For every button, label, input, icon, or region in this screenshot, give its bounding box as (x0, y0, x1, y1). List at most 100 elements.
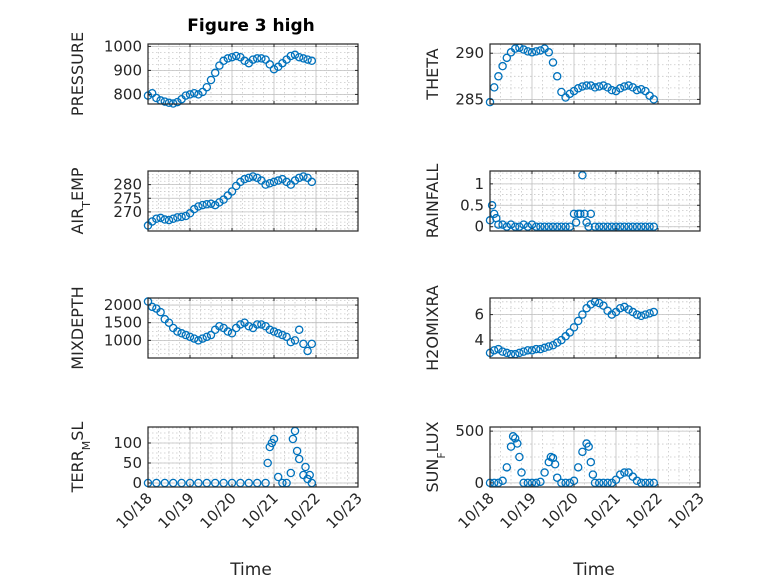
data-point (611, 86, 621, 96)
axes-box (489, 426, 701, 488)
data-point (299, 54, 308, 63)
data-point (519, 347, 528, 356)
data-point (565, 328, 575, 337)
data-point (265, 442, 275, 452)
data-point (181, 330, 191, 340)
data-point (173, 97, 182, 107)
data-point (236, 177, 245, 187)
data-point (540, 222, 549, 231)
data-point (620, 302, 629, 312)
data-point (240, 56, 249, 66)
y-tick-label: 0 (474, 474, 484, 492)
y-tick-label: 100 (113, 434, 142, 452)
data-point (269, 327, 279, 336)
data-point (164, 318, 174, 327)
data-point (194, 336, 203, 345)
data-point (189, 88, 199, 98)
data-point (252, 54, 262, 63)
data-point (489, 209, 499, 219)
x-tick-label: 10/18 (455, 489, 498, 532)
y-tick-label: 4 (474, 331, 484, 349)
data-point (552, 473, 562, 482)
data-point (540, 343, 549, 353)
data-point (244, 321, 254, 331)
data-point (523, 222, 533, 231)
data-point (223, 54, 233, 63)
data-point (603, 83, 612, 92)
data-point (236, 320, 245, 329)
data-point (645, 222, 654, 231)
data-point (607, 310, 617, 319)
data-point (510, 44, 520, 53)
data-point (198, 334, 207, 343)
x-tick-label: 10/23 (323, 489, 366, 532)
data-point (628, 83, 638, 92)
y-axis-label: SUNFLUX (423, 421, 448, 492)
data-point (586, 457, 596, 467)
data-point (177, 329, 186, 338)
data-point (536, 477, 545, 487)
data-point (198, 200, 207, 210)
data-point (292, 446, 302, 456)
data-point (263, 458, 272, 468)
data-point (641, 310, 650, 319)
data-point (257, 54, 266, 63)
data-point (615, 303, 625, 313)
axes-box (489, 43, 701, 105)
data-point (173, 327, 182, 336)
data-point (219, 56, 228, 66)
data-point (557, 222, 566, 231)
y-tick-label: 285 (455, 90, 484, 108)
data-point (181, 211, 191, 221)
data-point (156, 307, 165, 317)
y-tick-label: 500 (455, 422, 484, 440)
x-axis-label-right: Time (572, 560, 615, 580)
y-axis-label: TERRMSL (68, 422, 93, 494)
y-tick-label: 1000 (104, 37, 142, 55)
data-point (586, 209, 596, 219)
y-tick-label: 0 (132, 474, 142, 492)
data-point (506, 220, 516, 229)
data-point (519, 220, 528, 229)
data-point (599, 301, 608, 310)
y-tick-label: 270 (113, 203, 142, 221)
data-point (552, 338, 562, 347)
data-point (611, 475, 621, 485)
data-point (286, 337, 296, 347)
data-point (265, 325, 275, 335)
data-point (206, 75, 216, 85)
x-tick-label: 10/19 (497, 489, 540, 532)
data-point (294, 52, 304, 62)
data-point (261, 180, 270, 189)
figure-title: Figure 3 high (187, 16, 315, 36)
data-point (160, 215, 170, 224)
data-point (194, 90, 203, 99)
data-point (152, 214, 161, 223)
data-point (594, 82, 604, 91)
data-point (636, 311, 646, 321)
data-point (164, 215, 174, 225)
y-tick-label: 1500 (104, 314, 142, 332)
x-tick-label: 10/21 (581, 489, 624, 532)
data-point (227, 329, 237, 338)
data-point (573, 463, 583, 472)
data-point (588, 470, 598, 479)
data-point (513, 439, 522, 448)
data-point (181, 91, 191, 100)
data-point (599, 81, 608, 90)
data-point (185, 90, 195, 99)
data-point (569, 209, 579, 219)
axes-box (489, 170, 701, 232)
data-point (290, 336, 300, 345)
data-point (299, 172, 308, 181)
x-tick-label: 10/21 (239, 489, 282, 532)
y-tick-label: 1 (474, 175, 484, 193)
data-point (305, 470, 314, 480)
data-point (569, 86, 579, 96)
data-point (244, 173, 254, 183)
data-point (206, 199, 216, 208)
axes-box (147, 297, 359, 359)
x-tick-label: 10/22 (281, 489, 324, 532)
